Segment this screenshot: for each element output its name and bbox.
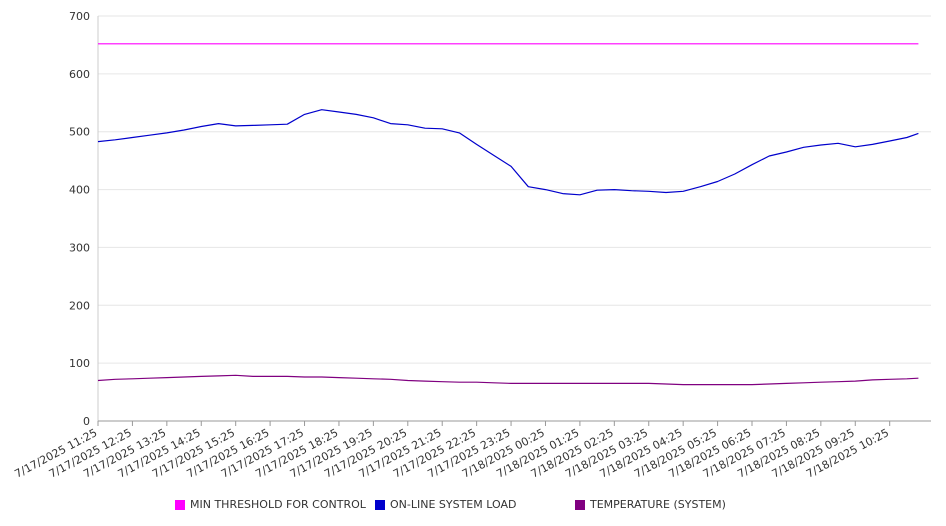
legend-label-threshold: MIN THRESHOLD FOR CONTROL — [190, 498, 366, 511]
legend-swatch-temperature — [575, 499, 585, 510]
y-tick-label: 600 — [69, 68, 90, 81]
legend-item-threshold: MIN THRESHOLD FOR CONTROL — [175, 498, 366, 511]
legend-swatch-system-load — [375, 499, 385, 510]
legend-label-temperature: TEMPERATURE (SYSTEM) — [590, 498, 726, 511]
y-tick-label: 100 — [69, 357, 90, 370]
legend: MIN THRESHOLD FOR CONTROL ON-LINE SYSTEM… — [0, 498, 946, 516]
legend-swatch-threshold — [175, 499, 185, 510]
x-axis: 7/17/2025 11:257/17/2025 12:257/17/2025 … — [12, 420, 931, 481]
y-tick-label: 500 — [69, 126, 90, 139]
series-line-1 — [97, 109, 919, 196]
series-lines — [97, 43, 919, 386]
y-tick-label: 700 — [69, 10, 90, 23]
y-tick-label: 0 — [83, 415, 90, 428]
legend-label-system-load: ON-LINE SYSTEM LOAD — [390, 498, 517, 511]
y-tick-label: 200 — [69, 299, 90, 312]
legend-item-system-load: ON-LINE SYSTEM LOAD — [375, 498, 516, 511]
grid-lines — [98, 15, 931, 422]
y-tick-label: 400 — [69, 184, 90, 197]
series-line-2 — [97, 374, 919, 386]
y-tick-label: 300 — [69, 241, 90, 254]
y-axis: 0 100 200 300 400 500 600 700 — [69, 10, 99, 428]
legend-item-temperature: TEMPERATURE (SYSTEM) — [575, 498, 726, 511]
